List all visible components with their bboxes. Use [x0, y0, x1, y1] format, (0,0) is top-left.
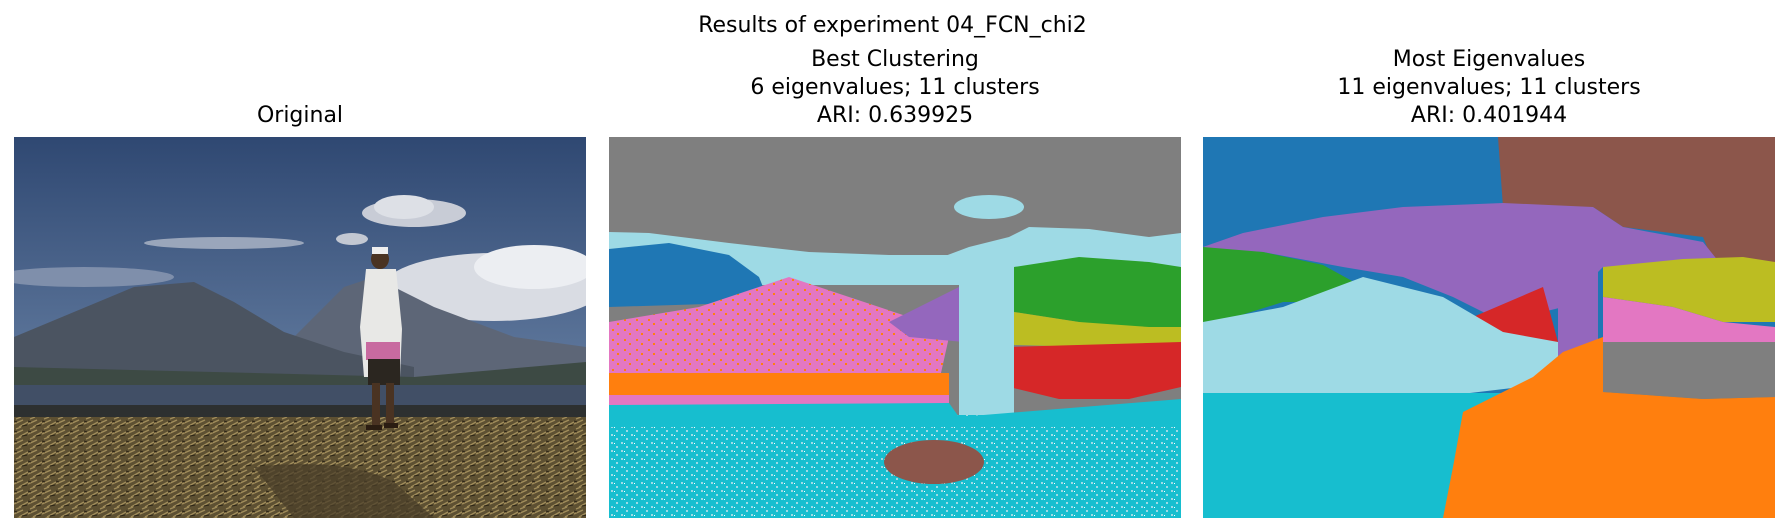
cluster-red	[1009, 342, 1181, 399]
near-mountain	[14, 282, 414, 397]
cluster-orange	[1443, 337, 1775, 518]
most-eigenvalues-panel-title: Most Eigenvalues 11 eigenvalues; 11 clus…	[1203, 46, 1775, 130]
most-eigenvalues-ari-line: ARI: 0.401944	[1410, 103, 1568, 128]
cloud	[474, 245, 586, 289]
figure-title: Results of experiment 04_FCN_chi2	[698, 13, 1087, 38]
cluster-light-cyan	[954, 195, 1024, 219]
dirt-path	[254, 464, 434, 518]
cloud	[336, 233, 368, 245]
cluster-green	[1014, 257, 1181, 337]
cluster-light-cyan	[959, 257, 1014, 422]
original-panel-title: Original	[14, 102, 586, 130]
original-image-panel	[14, 137, 586, 518]
best-clustering-title-line: Best Clustering	[811, 47, 979, 72]
standing-man	[360, 247, 402, 430]
most-eigenvalues-panel	[1203, 137, 1775, 518]
lake	[14, 385, 586, 407]
shore	[14, 405, 586, 419]
cluster-light-cyan	[609, 227, 1181, 262]
cluster-brown	[1498, 137, 1775, 262]
cluster-green	[1203, 247, 1363, 327]
cloud	[14, 267, 174, 287]
cluster-brown	[884, 440, 984, 484]
best-clustering-params-line: 6 eigenvalues; 11 clusters	[750, 75, 1040, 100]
cluster-olive	[1014, 312, 1181, 347]
cluster-gray	[1603, 342, 1775, 399]
best-clustering-segmentation	[609, 137, 1181, 518]
cluster-pink	[1603, 297, 1775, 347]
cluster-purple	[889, 287, 964, 342]
best-clustering-ari-line: ARI: 0.639925	[816, 103, 974, 128]
cluster-purple	[1203, 203, 1723, 322]
cluster-pink	[609, 277, 949, 382]
most-eigenvalues-params-line: 11 eigenvalues; 11 clusters	[1337, 75, 1641, 100]
cloud	[374, 195, 434, 219]
original-title-line: Original	[256, 103, 344, 128]
most-eigenvalues-segmentation	[1203, 137, 1775, 518]
cluster-olive	[1603, 257, 1775, 322]
best-clustering-panel	[609, 137, 1181, 518]
cluster-blue	[609, 243, 769, 307]
best-clustering-panel-title: Best Clustering 6 eigenvalues; 11 cluste…	[609, 46, 1181, 130]
original-photo	[14, 137, 586, 518]
cloud	[144, 237, 304, 249]
most-eigenvalues-title-line: Most Eigenvalues	[1392, 47, 1586, 72]
cluster-light-cyan	[1203, 277, 1563, 399]
cluster-cyan	[609, 399, 1181, 427]
